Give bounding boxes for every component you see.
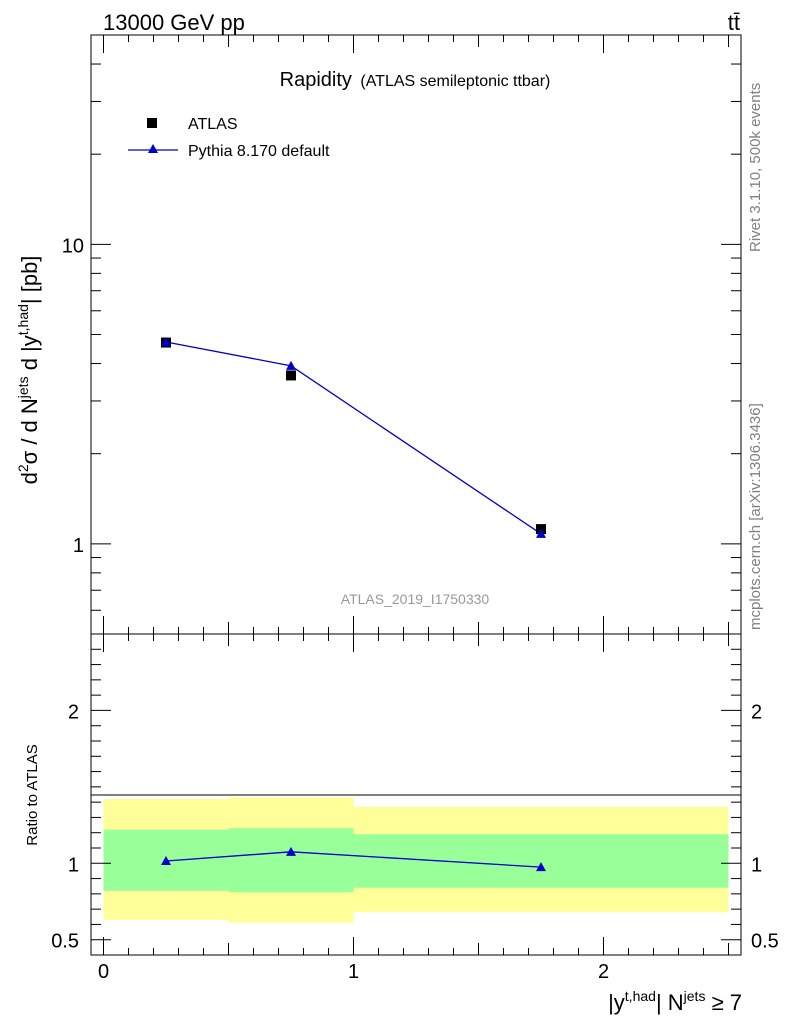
axis-label-part: |y <box>608 990 625 1015</box>
x-tick-label-2: 2 <box>598 961 609 983</box>
axis-label-part: | [pb] <box>17 256 42 305</box>
axis-label-part: jets <box>15 376 31 399</box>
ratio-y-tick-label-2: 2 <box>68 701 79 723</box>
series-marks <box>161 336 546 872</box>
chart-title-sub: (ATLAS semileptonic ttbar) <box>360 73 550 90</box>
main-y-tick-label-0: 1 <box>73 535 84 557</box>
legend-pythia-marker <box>148 144 158 153</box>
pythia-point-1 <box>286 360 296 370</box>
pythia-ratio-point-0 <box>161 855 171 865</box>
axis-label-part: d |y <box>17 335 42 376</box>
legend-pythia-label: Pythia 8.170 default <box>188 143 330 160</box>
chart-title-main: Rapidity <box>280 69 352 91</box>
pythia-main-line <box>165 341 542 535</box>
ratio-y-tick-label-right-0: 0.5 <box>751 931 779 953</box>
axis-label-part: 2 <box>15 464 31 472</box>
axis-label-part: t,had <box>15 304 31 335</box>
pythia-point-2 <box>536 528 546 538</box>
rivet-version-label: Rivet 3.1.10, 500k events <box>747 82 764 252</box>
chart-title: Rapidity (ATLAS semileptonic ttbar) <box>280 69 551 91</box>
axis-label-part: d <box>17 472 42 484</box>
main-axis-ticks: 1 10 <box>62 34 741 635</box>
y-axis-label: d2σ / d Njets d |yt,had| [pb] <box>15 256 42 485</box>
legend-atlas-label: ATLAS <box>188 116 238 133</box>
main-y-tick-label-1: 10 <box>62 235 84 257</box>
ratio-axis-ticks: 0 1 2 0.5 0.5 1 1 2 2 <box>51 633 779 983</box>
ratio-y-tick-label-1: 1 <box>68 854 79 876</box>
ratio-y-tick-label-right-2: 2 <box>751 701 762 723</box>
watermark-analysis-id: ATLAS_2019_I1750330 <box>341 591 490 607</box>
ratio-band-inner-1 <box>228 828 354 893</box>
header-final-state-label: tt̄ <box>728 10 740 35</box>
pythia-point-0 <box>161 336 171 346</box>
legend-atlas-marker <box>147 118 157 128</box>
pythia-ratio-point-2 <box>536 862 546 872</box>
axis-label-part: t,had <box>625 988 656 1004</box>
ratio-band-inner-2 <box>353 834 729 888</box>
axis-label-part: ≥ 7 <box>705 990 742 1015</box>
ratio-y-tick-label-right-1: 1 <box>751 854 762 876</box>
pythia-ratio-point-1 <box>286 846 296 856</box>
x-axis-label: |yt,had| Njets ≥ 7 <box>608 988 742 1015</box>
ratio-uncertainty-bands <box>103 797 729 923</box>
source-reference-label: mcplots.cern.ch [arXiv:1306.3436] <box>747 403 764 630</box>
ratio-y-axis-label: Ratio to ATLAS <box>24 744 41 845</box>
axis-label-part: jets <box>683 988 706 1004</box>
atlas-point-1 <box>286 370 296 381</box>
x-tick-label-0: 0 <box>98 961 109 983</box>
axis-label-part: | N <box>656 990 684 1015</box>
x-tick-label-1: 1 <box>348 961 359 983</box>
axis-label-part: σ / d N <box>17 398 42 464</box>
ratio-y-tick-label-0: 0.5 <box>51 931 79 953</box>
legend: ATLAS Pythia 8.170 default <box>128 116 330 160</box>
header-process-label: 13000 GeV pp <box>103 10 245 35</box>
